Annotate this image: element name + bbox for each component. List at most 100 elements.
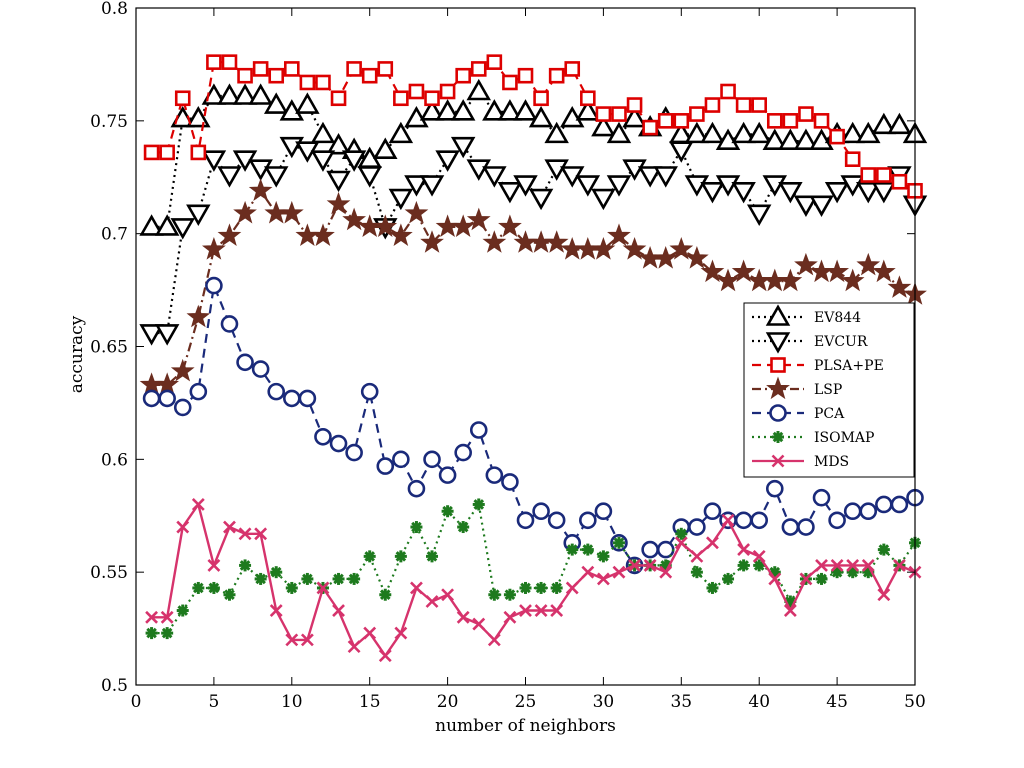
data-point-pca bbox=[547, 511, 566, 530]
data-point-isomap bbox=[519, 581, 532, 594]
y-tick-label: 0.65 bbox=[90, 338, 128, 358]
data-point-mds bbox=[347, 640, 361, 654]
data-point-lsp bbox=[591, 237, 616, 260]
data-point-evcur bbox=[513, 175, 538, 197]
data-point-lsp bbox=[747, 268, 772, 292]
legend-marker bbox=[766, 376, 790, 400]
data-point-pca bbox=[282, 389, 301, 408]
data-point-pca bbox=[438, 466, 457, 484]
data-point-plsa-pe bbox=[424, 90, 440, 107]
series-ev844 bbox=[139, 78, 928, 236]
data-point-mds bbox=[690, 549, 704, 563]
series-plsa-pe bbox=[143, 54, 923, 199]
data-point-lsp bbox=[295, 223, 320, 246]
data-point-isomap bbox=[753, 559, 766, 572]
data-point-isomap bbox=[394, 550, 407, 563]
data-point-plsa-pe bbox=[798, 106, 814, 122]
data-point-plsa-pe bbox=[252, 61, 269, 77]
data-point-mds bbox=[534, 604, 548, 617]
legend-label: PLSA+PE bbox=[814, 358, 884, 374]
data-point-plsa-pe bbox=[190, 144, 207, 161]
legend-marker bbox=[771, 454, 785, 468]
data-point-plsa-pe bbox=[673, 113, 690, 129]
axis-ticks: 0 5 10 15 20 25 30 35 40 45 50 0.5 0.55 0.6 0.65 0.7 0.7… bbox=[90, 0, 926, 712]
data-point-plsa-pe bbox=[548, 67, 565, 84]
data-point-evcur bbox=[856, 181, 881, 204]
legend-item-lsp: LSP bbox=[752, 376, 842, 400]
data-point-pca bbox=[688, 518, 706, 536]
data-point-mds bbox=[472, 617, 486, 631]
data-point-isomap bbox=[410, 521, 423, 534]
data-point-isomap bbox=[161, 627, 174, 640]
data-point-lsp bbox=[638, 246, 662, 269]
data-point-pca bbox=[267, 382, 286, 401]
data-point-evcur bbox=[139, 324, 164, 346]
data-point-evcur bbox=[482, 166, 507, 188]
y-tick-label: 0.75 bbox=[90, 112, 128, 132]
data-point-plsa-pe bbox=[860, 167, 877, 183]
data-point-isomap bbox=[690, 566, 703, 579]
data-point-mds bbox=[487, 633, 501, 647]
data-point-plsa-pe bbox=[237, 67, 253, 84]
data-point-plsa-pe bbox=[439, 83, 456, 100]
legend-label: PCA bbox=[814, 406, 845, 422]
legend-marker bbox=[770, 357, 786, 373]
data-point-ev844 bbox=[186, 105, 211, 128]
data-point-plsa-pe bbox=[315, 74, 331, 91]
x-tick-label: 35 bbox=[670, 692, 692, 712]
data-point-ev844 bbox=[528, 105, 554, 128]
data-point-pca bbox=[142, 389, 161, 408]
series-line-isomap bbox=[151, 503, 916, 635]
data-point-isomap bbox=[597, 550, 610, 563]
data-point-evcur bbox=[575, 175, 601, 197]
y-axis-label: accuracy bbox=[67, 315, 87, 393]
data-point-plsa-pe bbox=[564, 61, 581, 77]
x-tick-label: 5 bbox=[208, 692, 219, 712]
data-point-lsp bbox=[170, 358, 195, 382]
data-point-evcur bbox=[669, 141, 694, 163]
data-point-mds bbox=[238, 527, 252, 541]
data-point-plsa-pe bbox=[813, 113, 830, 129]
data-point-isomap bbox=[457, 521, 470, 534]
data-point-isomap bbox=[363, 550, 376, 563]
data-point-lsp bbox=[669, 237, 694, 260]
data-point-mds bbox=[830, 558, 844, 572]
data-point-ev844 bbox=[715, 128, 741, 150]
data-point-lsp bbox=[279, 200, 304, 224]
data-point-ev844 bbox=[591, 114, 616, 137]
data-point-isomap bbox=[535, 581, 548, 594]
data-point-plsa-pe bbox=[393, 90, 409, 107]
legend-item-pca: PCA bbox=[752, 404, 845, 422]
x-tick-label: 0 bbox=[131, 692, 142, 712]
data-point-pca bbox=[703, 502, 722, 521]
data-point-ev844 bbox=[793, 128, 819, 150]
data-point-mds bbox=[223, 520, 236, 534]
data-point-isomap bbox=[722, 572, 735, 585]
x-tick-label: 25 bbox=[515, 692, 537, 712]
data-point-mds bbox=[768, 572, 782, 586]
data-point-plsa-pe bbox=[844, 151, 861, 167]
data-point-mds bbox=[783, 604, 797, 617]
data-point-mds bbox=[877, 588, 891, 602]
data-point-isomap bbox=[145, 627, 158, 640]
data-point-evcur bbox=[154, 324, 180, 346]
data-point-ev844 bbox=[840, 121, 865, 144]
data-point-plsa-pe bbox=[206, 54, 222, 70]
data-point-lsp bbox=[622, 237, 647, 260]
data-point-lsp bbox=[498, 214, 522, 237]
data-point-isomap bbox=[706, 581, 719, 594]
data-point-evcur bbox=[824, 181, 850, 204]
data-point-evcur bbox=[606, 175, 632, 197]
data-point-ev844 bbox=[295, 92, 320, 114]
legend-item-isomap: ISOMAP bbox=[752, 430, 874, 446]
data-point-lsp bbox=[420, 230, 444, 253]
data-point-plsa-pe bbox=[502, 74, 518, 91]
data-point-plsa-pe bbox=[595, 106, 612, 122]
data-point-pca bbox=[314, 427, 332, 446]
data-point-plsa-pe bbox=[330, 90, 347, 107]
data-point-evcur bbox=[778, 181, 803, 204]
data-point-ev844 bbox=[388, 121, 414, 144]
data-point-evcur bbox=[871, 181, 897, 204]
data-point-lsp bbox=[217, 223, 242, 246]
